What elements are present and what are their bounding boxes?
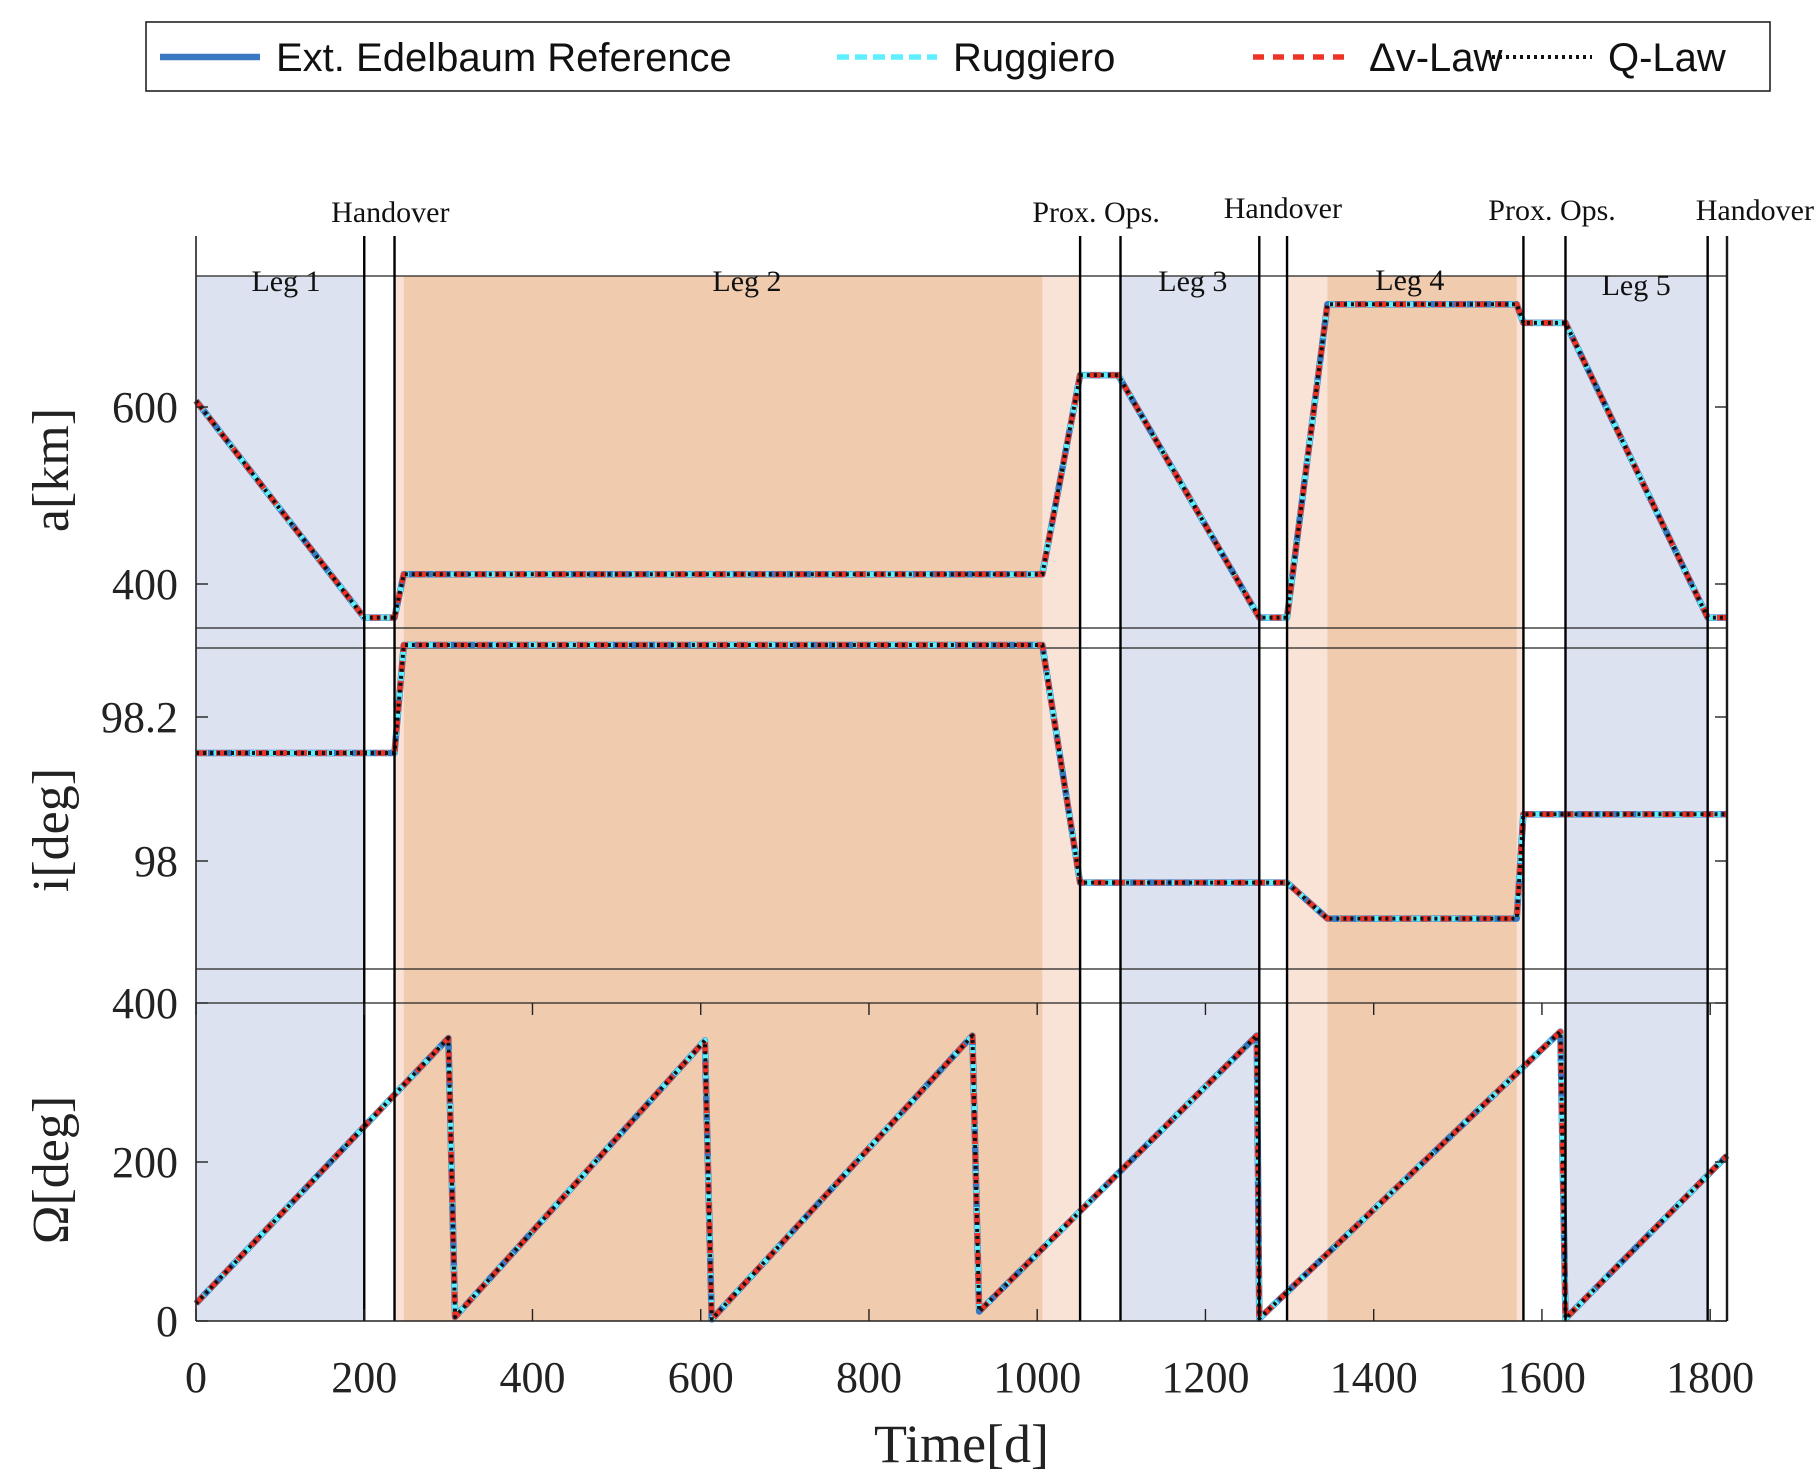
x-tick-label: 1200	[1161, 1353, 1249, 1402]
shaded-region-blue	[1120, 276, 1260, 1321]
axes: 0 200 400 600 800 1000 1200 1400 1600 1800 Time[d]…	[23, 236, 1754, 1474]
x-tick-label: 400	[499, 1353, 565, 1402]
phase-label: Prox. Ops.	[1488, 194, 1616, 227]
shaded-region-blue	[196, 276, 365, 1321]
leg-label: Leg 2	[712, 265, 781, 298]
y-tick-label-i: 98	[134, 837, 178, 886]
series-i-qlaw	[196, 643, 1727, 921]
y-tick-label-a: 400	[112, 560, 178, 609]
legend-label: Q-Law	[1608, 36, 1726, 80]
shaded-phases	[196, 276, 1708, 1321]
phase-labels: Handover Prox. Ops. Handover Prox. Ops. Hand…	[251, 192, 1814, 302]
y-tick-label-omega: 400	[112, 979, 178, 1028]
shaded-region-orange	[403, 276, 1043, 1321]
y-tick-label-omega: 200	[112, 1138, 178, 1187]
leg-label: Leg 1	[251, 265, 320, 298]
legend-label: Ruggiero	[953, 36, 1115, 80]
series-omega-qlaw	[194, 1029, 1729, 1322]
y-tick-label-a: 600	[112, 383, 178, 432]
panel-frames	[196, 275, 1727, 1004]
x-tick-label: 800	[836, 1353, 902, 1402]
phase-label: Prox. Ops.	[1032, 196, 1160, 229]
leg-label: Leg 5	[1602, 269, 1671, 302]
x-tick-label: 1600	[1498, 1353, 1586, 1402]
shaded-region-blue	[1565, 276, 1708, 1321]
y-axis-label-omega: Ω[deg]	[23, 1096, 80, 1244]
shaded-region-orange	[1327, 276, 1517, 1321]
legend-label: Ext. Edelbaum Reference	[276, 36, 732, 80]
y-axis-label-a: a[km]	[23, 408, 80, 532]
x-tick-label: 1000	[993, 1353, 1081, 1402]
x-tick-label: 0	[185, 1353, 207, 1402]
phase-label: Handover	[1224, 192, 1342, 225]
y-tick-label-omega: 0	[156, 1297, 178, 1346]
legend-label: Δv-Law	[1369, 36, 1503, 80]
leg-label: Leg 4	[1375, 264, 1444, 297]
x-tick-label: 1400	[1330, 1353, 1418, 1402]
x-tick-label: 200	[331, 1353, 397, 1402]
phase-label: Handover	[331, 196, 449, 229]
x-tick-label: 600	[668, 1353, 734, 1402]
x-axis-label: Time[d]	[874, 1414, 1049, 1474]
leg-label: Leg 3	[1158, 265, 1227, 298]
phase-boundaries	[363, 236, 1729, 1321]
phase-label: Handover	[1696, 194, 1814, 227]
y-axis-label-i: i[deg]	[23, 768, 80, 892]
legend: Ext. Edelbaum Reference Ruggiero Δv-Law Q-L…	[145, 21, 1771, 92]
x-tick-label: 1800	[1666, 1353, 1754, 1402]
y-tick-label-i: 98.2	[101, 693, 178, 742]
